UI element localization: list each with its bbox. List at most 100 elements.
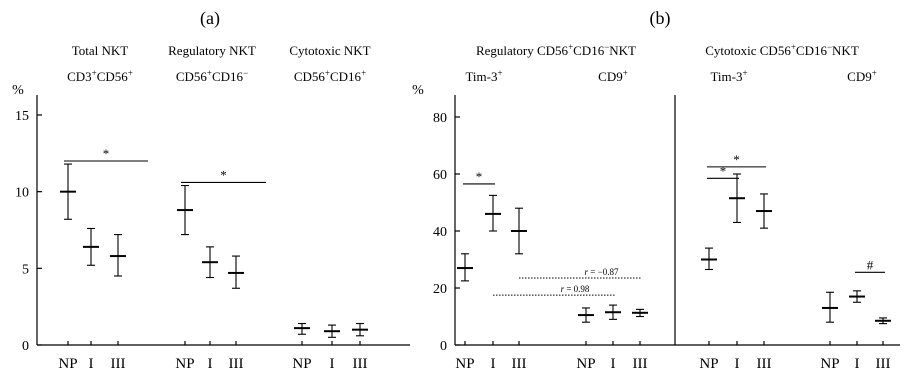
y-tick-label-b: 0 (440, 339, 447, 354)
subpanel-title: Regulatory CD56+CD16−NKT (476, 42, 636, 58)
x-tick-label-b: I (855, 356, 860, 372)
subpanel-title-text: Regulatory CD56 (476, 43, 569, 58)
y-axis-label-a: % (12, 83, 24, 98)
x-tick-label-a: III (229, 356, 244, 372)
data-point-b (578, 307, 594, 323)
y-tick-label-b: 20 (433, 282, 447, 297)
group-title-b: CD9+ (847, 68, 877, 84)
x-tick-label-b: NP (820, 356, 839, 372)
marker-name: Tim-3 (710, 69, 742, 84)
y-tick-label-a: 15 (15, 109, 29, 124)
cell-type: NKT (609, 43, 636, 58)
marker-name: CD56 (97, 69, 129, 84)
marker-sign: − (604, 42, 609, 52)
significance-label: # (867, 257, 874, 272)
group-title-b: Tim-3+ (465, 68, 502, 84)
marker-sign: + (325, 68, 330, 78)
group-title-b: CD9+ (598, 68, 628, 84)
x-tick-label-a: I (330, 356, 335, 372)
marker-sign: + (128, 68, 133, 78)
marker-sign: + (568, 42, 573, 52)
y-tick-label-b: 60 (433, 168, 447, 183)
panel-a-label: (a) (200, 8, 220, 29)
correlation-value: = −0.87 (588, 267, 619, 277)
marker-sign: − (827, 42, 832, 52)
data-point-b (632, 308, 648, 318)
data-point-a (294, 322, 310, 335)
marker-sign: + (872, 68, 877, 78)
marker-sign: + (623, 68, 628, 78)
correlation-label: r = −0.87 (585, 267, 619, 277)
data-point-a (202, 246, 218, 279)
data-point-a (352, 322, 368, 337)
data-point-b (729, 173, 745, 223)
data-point-a (83, 227, 99, 266)
y-tick-label-b: 80 (433, 111, 447, 126)
group-title-a: Regulatory NKT (168, 43, 256, 58)
significance-label: * (103, 146, 110, 161)
subpanel-title: Cytotoxic CD56+CD16−NKT (705, 42, 859, 58)
x-tick-label-b: I (735, 356, 740, 372)
data-point-b (511, 207, 527, 255)
data-point-b (457, 253, 473, 282)
panel-b-label: (b) (650, 8, 671, 29)
y-axis-label-b: % (412, 83, 424, 98)
subpanel-title-text: Cytotoxic CD56 (705, 43, 791, 58)
data-point-a (228, 255, 244, 289)
cell-type: NKT (832, 43, 859, 58)
marker-name: CD56 (294, 69, 326, 84)
marker-sign: + (207, 68, 212, 78)
x-tick-label-b: III (876, 356, 891, 372)
y-tick-label-b: 40 (433, 225, 447, 240)
group-title-a: Total NKT (72, 43, 129, 58)
correlation-symbol: r (585, 267, 589, 277)
data-point-b (822, 291, 838, 323)
significance-label: * (720, 163, 727, 178)
data-point-b (701, 247, 717, 271)
marker-sign: − (243, 68, 248, 78)
data-point-a (110, 234, 126, 277)
data-point-b (605, 304, 621, 320)
significance-label: * (733, 152, 740, 167)
correlation-value: = 0.98 (564, 284, 590, 294)
marker-sign: + (742, 68, 747, 78)
data-point-a (177, 184, 193, 236)
data-point-b (849, 290, 865, 303)
x-tick-label-b: III (757, 356, 772, 372)
data-point-b (875, 317, 891, 325)
marker-sign: + (92, 68, 97, 78)
correlation-symbol: r (561, 284, 565, 294)
marker-name: CD9 (598, 69, 623, 84)
significance-label: * (220, 167, 227, 182)
y-tick-label-a: 5 (22, 262, 29, 277)
marker-sign: + (497, 68, 502, 78)
x-tick-label-a: III (111, 356, 126, 372)
x-tick-label-b: III (512, 356, 527, 372)
y-tick-label-a: 0 (22, 339, 29, 354)
y-tick-label-a: 10 (15, 186, 29, 201)
data-point-b (485, 194, 501, 232)
x-tick-label-b: I (611, 356, 616, 372)
marker-name: CD3 (67, 69, 92, 84)
group-subtitle-a: CD56+CD16+ (294, 68, 366, 84)
marker-name: CD56 (176, 69, 208, 84)
x-tick-label-b: NP (576, 356, 595, 372)
x-tick-label-a: NP (175, 356, 194, 372)
marker-name: CD16 (573, 43, 605, 58)
marker-sign: + (791, 42, 796, 52)
correlation-label: r = 0.98 (561, 284, 590, 294)
marker-name: CD16 (796, 43, 828, 58)
group-title-a: Cytotoxic NKT (289, 43, 370, 58)
x-tick-label-b: III (633, 356, 648, 372)
significance-label: * (476, 169, 483, 184)
x-tick-label-a: NP (58, 356, 77, 372)
x-tick-label-a: III (353, 356, 368, 372)
marker-name: CD16 (212, 69, 244, 84)
x-tick-label-b: I (491, 356, 496, 372)
marker-name: CD16 (330, 69, 362, 84)
group-title-b: Tim-3+ (710, 68, 747, 84)
x-tick-label-b: NP (455, 356, 474, 372)
data-point-b (756, 193, 772, 229)
data-point-a (60, 163, 76, 220)
